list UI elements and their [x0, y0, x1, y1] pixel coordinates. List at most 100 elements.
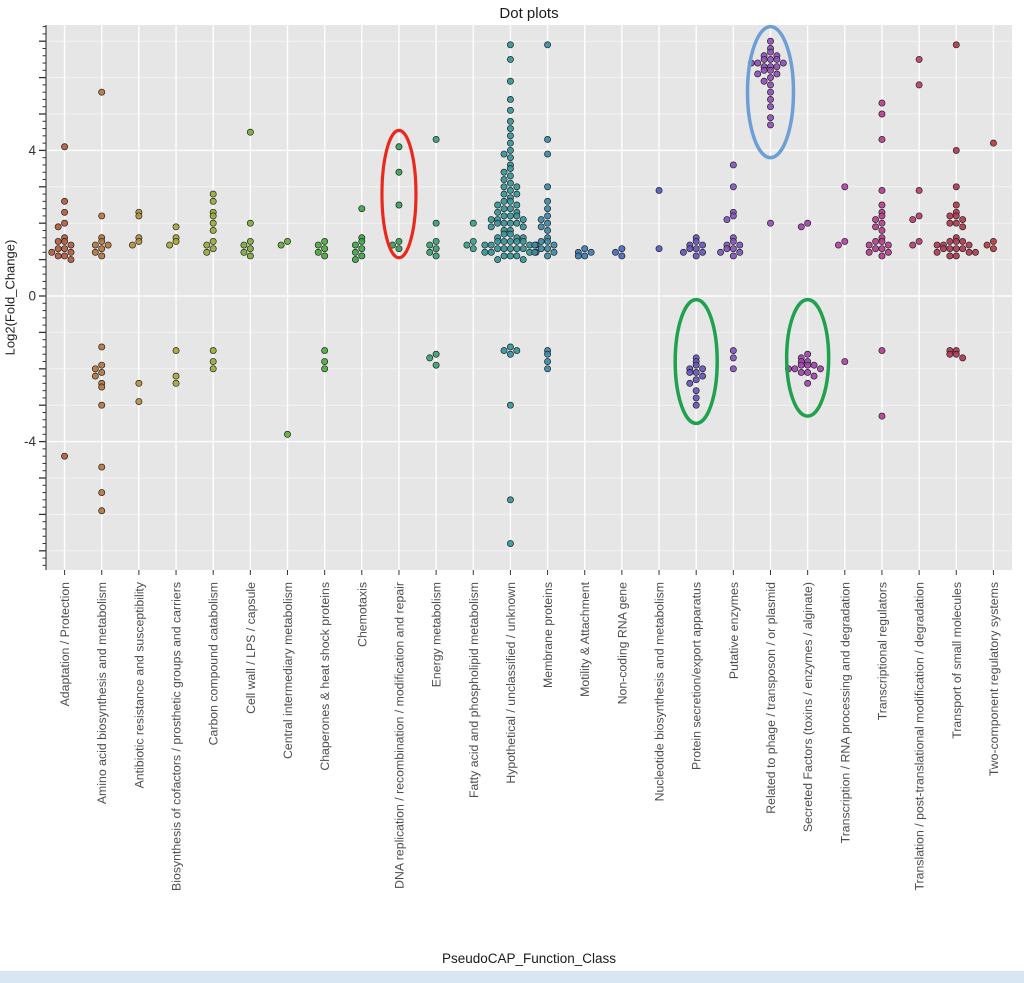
data-point [872, 216, 880, 224]
data-point [952, 201, 960, 209]
data-point [98, 368, 106, 376]
data-point [767, 95, 774, 103]
data-point [321, 237, 329, 245]
data-point [67, 248, 75, 256]
data-point [426, 241, 434, 249]
data-point [209, 347, 217, 355]
data-point [915, 186, 923, 194]
data-point [729, 161, 737, 169]
data-point [209, 365, 217, 373]
data-point [767, 74, 774, 82]
data-point [946, 252, 954, 260]
data-point [878, 227, 886, 234]
data-point [878, 245, 886, 253]
data-point [240, 248, 248, 256]
data-point [506, 186, 514, 194]
data-point [172, 372, 180, 380]
data-point [209, 245, 217, 253]
data-point [989, 237, 997, 245]
data-point [767, 37, 774, 45]
data-point [500, 150, 508, 158]
data-point [506, 41, 514, 49]
data-point [395, 201, 403, 209]
data-point [767, 121, 774, 129]
data-point [506, 172, 514, 180]
data-point [915, 55, 923, 63]
data-point [172, 223, 180, 231]
data-point [506, 230, 514, 238]
data-point [952, 41, 960, 49]
data-point [817, 365, 824, 373]
data-point [321, 365, 329, 373]
data-point [810, 372, 818, 380]
data-point [506, 212, 514, 220]
annotation-ellipse [673, 297, 719, 426]
data-point [878, 201, 886, 209]
x-tick-label: Non-coding RNA gene [615, 582, 629, 705]
x-tick-label: Adaptation / Protection [58, 582, 72, 707]
data-point [723, 245, 731, 253]
data-point [314, 241, 322, 249]
data-point [736, 241, 744, 249]
data-point [878, 99, 886, 107]
data-point [699, 372, 707, 380]
data-point [872, 245, 880, 253]
data-point [773, 63, 781, 71]
data-point [203, 241, 211, 249]
data-point [506, 252, 514, 260]
data-point [500, 205, 508, 213]
data-point [469, 245, 477, 253]
data-point [506, 146, 514, 154]
data-point [773, 70, 781, 78]
data-point [284, 430, 291, 438]
data-point [98, 507, 106, 515]
data-point [699, 248, 707, 256]
x-tick-label: DNA replication / recombination / modifi… [392, 582, 406, 889]
x-tick-label: Biosynthesis of cofactors / prosthetic g… [170, 582, 184, 891]
data-point [500, 237, 508, 245]
x-tick-label: Secreted Factors (toxins / enzymes / alg… [801, 582, 815, 832]
data-point [531, 241, 539, 249]
data-point [544, 350, 552, 358]
data-point [487, 216, 495, 224]
data-point [699, 241, 707, 249]
data-point [481, 241, 489, 249]
data-point [729, 183, 737, 191]
data-point [500, 230, 508, 238]
data-point [692, 394, 700, 402]
data-point [91, 365, 99, 373]
data-point [500, 347, 508, 355]
data-point [574, 252, 582, 260]
data-point [692, 387, 700, 395]
data-point [500, 190, 508, 198]
data-point [513, 219, 521, 227]
data-point [679, 248, 687, 256]
data-point [686, 368, 694, 376]
data-point [395, 237, 403, 245]
data-point [550, 248, 558, 256]
data-point [506, 237, 514, 245]
data-point [544, 212, 552, 220]
data-point [209, 190, 217, 198]
data-point [841, 358, 849, 365]
data-point [773, 55, 781, 63]
data-point [135, 237, 143, 245]
data-point [506, 401, 514, 409]
data-point [209, 212, 217, 220]
data-point [544, 41, 552, 49]
y-tick-label: 0 [28, 289, 36, 304]
y-tick-label: 4 [28, 143, 36, 158]
data-point [513, 237, 521, 245]
data-point [878, 412, 886, 420]
data-point [135, 212, 143, 220]
data-point [878, 186, 886, 194]
data-point [432, 361, 440, 369]
data-point [989, 245, 997, 253]
data-point [98, 383, 106, 391]
x-tick-label: Nucleotide biosynthesis and metabolism [653, 582, 667, 801]
data-point [135, 379, 143, 387]
data-point [699, 365, 707, 373]
data-point [426, 248, 434, 256]
data-point [537, 223, 545, 231]
